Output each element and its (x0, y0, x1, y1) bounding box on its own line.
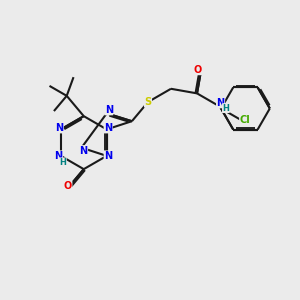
Text: H: H (59, 158, 66, 167)
Text: N: N (55, 123, 63, 133)
Text: N: N (105, 105, 113, 115)
Text: O: O (64, 182, 72, 191)
Text: S: S (144, 97, 152, 107)
Text: Cl: Cl (240, 115, 250, 125)
Text: H: H (222, 103, 229, 112)
Text: N: N (217, 98, 225, 108)
Text: N: N (80, 146, 88, 156)
Text: N: N (104, 123, 112, 133)
Text: N: N (54, 151, 62, 161)
Text: N: N (104, 151, 112, 161)
Text: O: O (194, 65, 202, 75)
